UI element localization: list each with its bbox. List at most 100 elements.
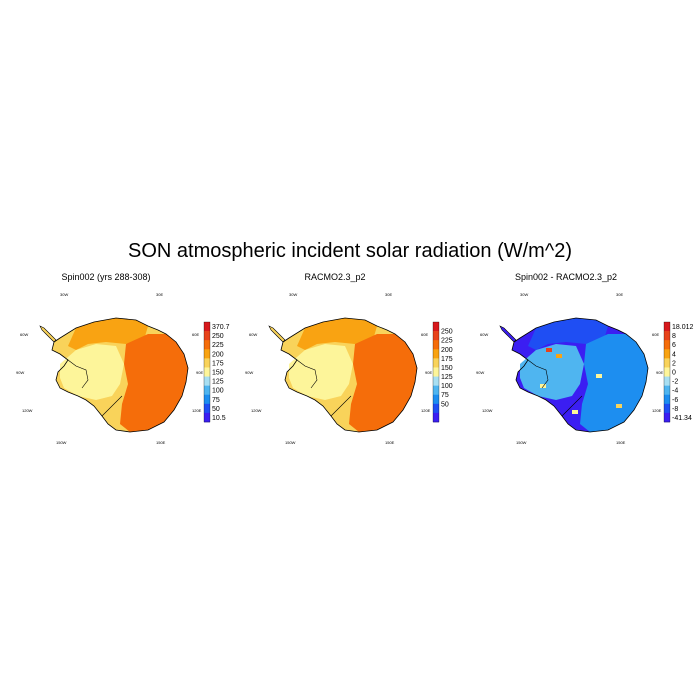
map-coastline <box>511 317 649 433</box>
colorbar-label: 225 <box>212 342 224 349</box>
longitude-label: 120W <box>251 408 262 413</box>
map-anomaly-patch <box>556 354 562 358</box>
longitude-label: 150W <box>516 440 527 445</box>
colorbar-swatch <box>433 340 439 350</box>
colorbar-swatch <box>433 376 439 386</box>
map-anomaly-patch <box>546 348 552 352</box>
longitude-label: 30W <box>520 292 528 297</box>
longitude-label: 90E <box>656 370 663 375</box>
colorbar-swatch <box>433 322 439 332</box>
colorbar-label: 175 <box>441 356 453 363</box>
colorbar-label: 2 <box>672 360 676 367</box>
colorbar-label: 175 <box>212 360 224 367</box>
colorbar-label: 6 <box>672 342 676 349</box>
colorbar-label: -41.34 <box>672 415 692 422</box>
colorbar-swatch <box>433 349 439 359</box>
colorbar-label: 50 <box>212 406 220 413</box>
colorbar-label: 125 <box>441 374 453 381</box>
colorbar-label: -6 <box>672 397 678 404</box>
colorbar-swatch <box>664 367 670 377</box>
colorbar-label: -8 <box>672 406 678 413</box>
colorbar-frame <box>432 321 440 423</box>
colorbar-label: 225 <box>441 338 453 345</box>
colorbar-label: 100 <box>441 383 453 390</box>
longitude-label: 60E <box>421 332 428 337</box>
colorbar-label: 75 <box>212 397 220 404</box>
longitude-label: 30E <box>616 292 623 297</box>
colorbar-swatch <box>204 331 210 341</box>
colorbar-swatch <box>204 376 210 386</box>
colorbar-swatch <box>664 322 670 332</box>
colorbar-swatch <box>433 385 439 396</box>
longitude-label: 90E <box>196 370 203 375</box>
colorbar-swatch <box>433 394 439 405</box>
longitude-label: 120E <box>652 408 662 413</box>
colorbar-label: 0 <box>672 370 676 377</box>
colorbar-swatch <box>433 412 439 423</box>
colorbar-swatch <box>433 358 439 368</box>
map-region-east <box>580 334 648 432</box>
map-peninsula <box>39 325 57 343</box>
longitude-label: 120W <box>22 408 33 413</box>
longitude-label: 90W <box>16 370 24 375</box>
colorbar-label: -2 <box>672 379 678 386</box>
map-peninsula <box>499 325 517 343</box>
panel-1: Spin002 (yrs 288-308) 30W 30E 60W 60E 90W 90E… <box>16 272 246 447</box>
colorbar-swatch <box>433 403 439 414</box>
colorbar-swatch <box>664 340 670 350</box>
colorbar-label: -4 <box>672 388 678 395</box>
colorbar-swatch <box>204 322 210 332</box>
map-coastline <box>51 317 189 433</box>
colorbar-swatch <box>433 367 439 377</box>
colorbar-swatch <box>664 412 670 423</box>
colorbar-swatch <box>204 349 210 359</box>
longitude-label: 60W <box>249 332 257 337</box>
colorbar-label: 50 <box>441 401 449 408</box>
colorbar-swatch <box>664 358 670 368</box>
longitude-label: 120W <box>482 408 493 413</box>
colorbar-label: 150 <box>212 370 224 377</box>
longitude-label: 90E <box>425 370 432 375</box>
panel-title: Spin002 - RACMO2.3_p2 <box>514 272 618 282</box>
colorbar-swatch <box>664 376 670 386</box>
longitude-label: 30W <box>289 292 297 297</box>
colorbar-label: 200 <box>441 347 453 354</box>
map-region-east <box>120 334 188 432</box>
longitude-label: 120E <box>421 408 431 413</box>
map-peninsula <box>268 325 286 343</box>
colorbar-swatch <box>664 394 670 405</box>
longitude-label: 150E <box>385 440 395 445</box>
colorbar-swatch <box>204 385 210 396</box>
longitude-label: 90W <box>476 370 484 375</box>
longitude-label: 150E <box>616 440 626 445</box>
longitude-label: 60W <box>480 332 488 337</box>
map-iceshelf-line <box>67 359 123 417</box>
colorbar-label: 8 <box>672 333 676 340</box>
colorbar-label: 250 <box>212 333 224 340</box>
map-iceshelf-line <box>527 359 583 417</box>
colorbar-label: 150 <box>441 365 453 372</box>
colorbar-swatch <box>664 349 670 359</box>
colorbar-label: 75 <box>441 392 449 399</box>
longitude-label: 60W <box>20 332 28 337</box>
map-coastline <box>280 317 418 433</box>
colorbar-swatch <box>664 403 670 414</box>
colorbar-swatch <box>204 403 210 414</box>
map-region-interior <box>289 344 353 400</box>
longitude-label: 30E <box>385 292 392 297</box>
colorbar-swatch <box>664 331 670 341</box>
map-region-band <box>297 318 377 350</box>
colorbar-label: 250 <box>441 329 453 336</box>
map-region-east <box>349 334 417 432</box>
colorbar-swatch <box>204 358 210 368</box>
colorbar-swatch <box>204 394 210 405</box>
longitude-label: 150W <box>56 440 67 445</box>
antarctica-map: 30W30E60W60E90W90E120W120E150W150E180250… <box>245 292 453 445</box>
colorbar-swatch <box>204 340 210 350</box>
colorbar-swatch <box>664 385 670 396</box>
antarctica-map: 30W30E60W60E90W90E120W120E150W150E180370… <box>16 292 230 445</box>
colorbar-swatch <box>433 331 439 341</box>
map-anomaly-patch <box>540 384 546 388</box>
longitude-label: 120E <box>192 408 202 413</box>
map-region-interior <box>520 344 584 400</box>
